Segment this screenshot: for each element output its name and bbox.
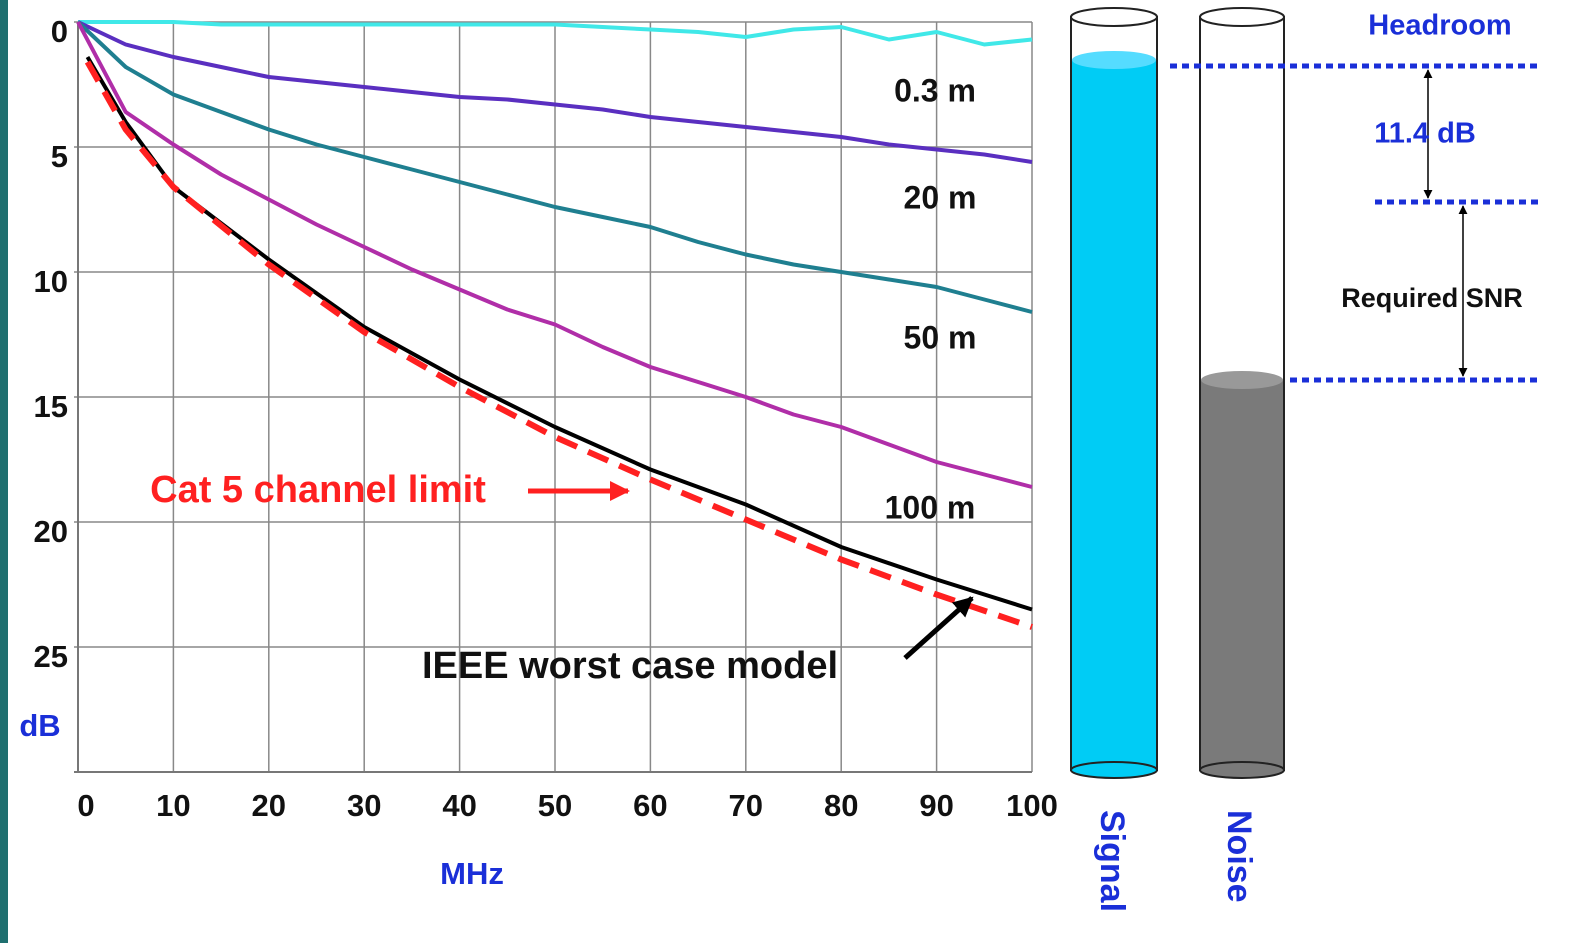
page: 0 5 10 15 20 25 0 10 20 30 40 50 60 70 80 90 100 MHz dB 0.3…	[0, 0, 1581, 943]
x-tick-label: 70	[729, 788, 763, 823]
noise-cylinder	[1200, 8, 1284, 778]
annotation-arrow	[905, 598, 972, 658]
y-tick-label: 25	[34, 639, 68, 674]
series-label: 20 m	[904, 179, 977, 215]
series-label: 0.3 m	[894, 72, 976, 108]
gap-label: 11.4 dB	[1374, 118, 1476, 150]
y-tick-label: 0	[51, 14, 68, 49]
signal-cylinder	[1071, 8, 1157, 778]
x-tick-label: 20	[252, 788, 286, 823]
y-tick-label: 10	[34, 264, 68, 299]
x-tick-label: 90	[919, 788, 953, 823]
x-tick-label: 30	[347, 788, 381, 823]
signal-label: Signal	[1093, 810, 1131, 912]
required-label: Required SNR	[1341, 283, 1523, 313]
y-axis-label: dB	[19, 708, 60, 743]
series-label: 100 m	[885, 489, 976, 525]
x-tick-label: 100	[1006, 788, 1058, 823]
x-tick-label: 60	[633, 788, 667, 823]
series-line	[88, 57, 1033, 610]
x-tick-label: 0	[77, 788, 94, 823]
series-label: 50 m	[904, 319, 977, 355]
y-tick-label: 5	[51, 139, 68, 174]
series-label: Cat 5 channel limit	[150, 469, 486, 511]
noise-label: Noise	[1220, 810, 1258, 903]
x-tick-label: 40	[442, 788, 476, 823]
headroom-label: Headroom	[1368, 10, 1511, 42]
y-tick-label: 15	[34, 389, 68, 424]
side-strip	[0, 0, 8, 943]
x-axis-label: MHz	[440, 856, 504, 891]
x-tick-label: 80	[824, 788, 858, 823]
series-label: IEEE worst case model	[422, 645, 838, 687]
x-tick-label: 50	[538, 788, 572, 823]
x-tick-label: 10	[156, 788, 190, 823]
y-tick-label: 20	[34, 514, 68, 549]
